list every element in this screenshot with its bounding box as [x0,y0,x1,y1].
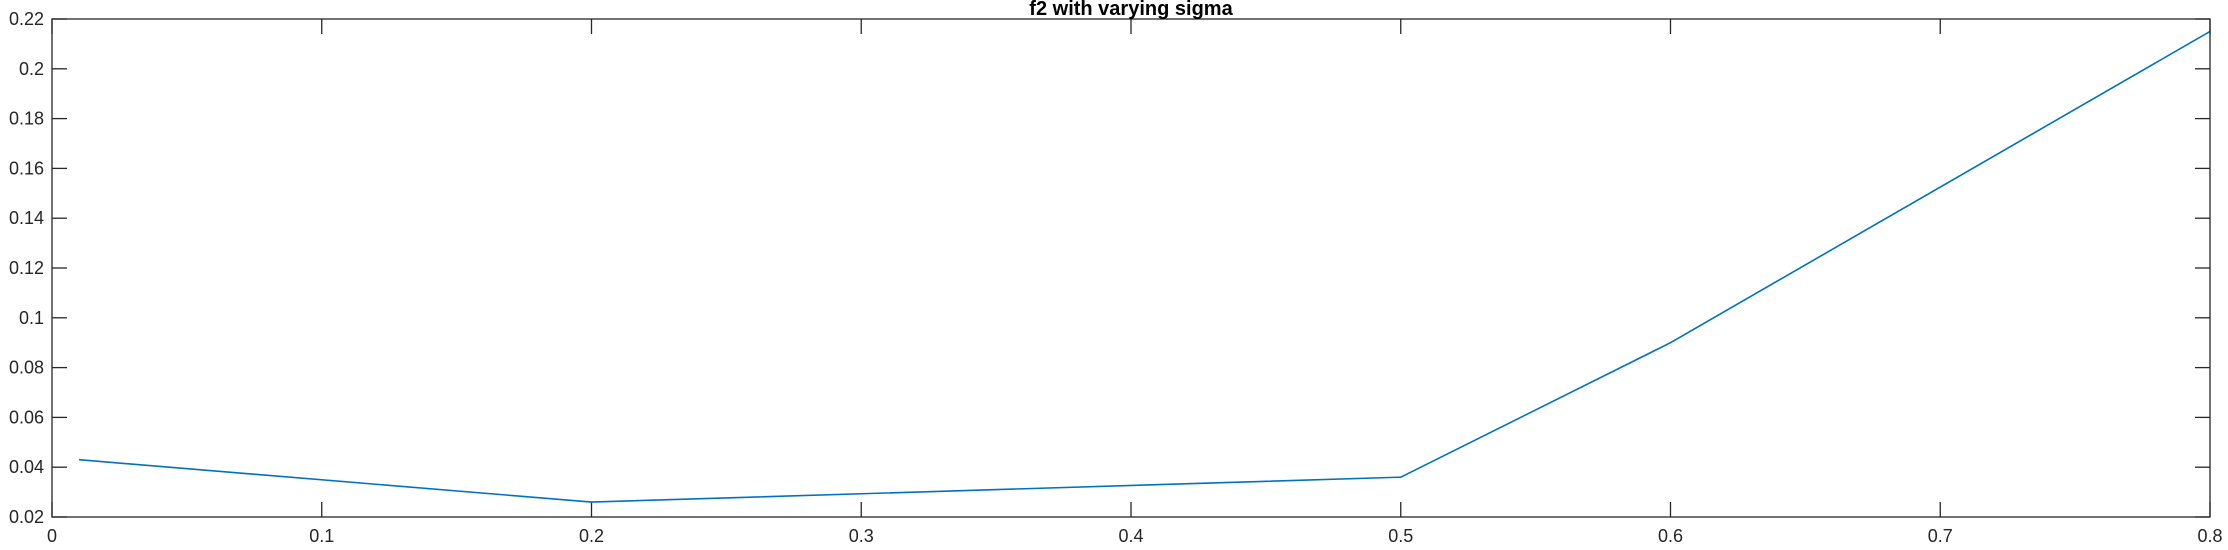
x-tick-label: 0.4 [1118,526,1143,546]
y-tick-label: 0.18 [9,109,44,129]
x-tick-label: 0.8 [2197,526,2222,546]
y-tick-label: 0.04 [9,457,44,477]
x-tick-label: 0.1 [309,526,334,546]
plot-area [52,19,2210,517]
y-tick-label: 0.1 [19,308,44,328]
x-tick-label: 0.3 [849,526,874,546]
x-tick-label: 0 [47,526,57,546]
axes-box [51,18,2211,518]
x-tick-label: 0.6 [1658,526,1683,546]
y-tick-label: 0.16 [9,158,44,178]
y-tick-label: 0.08 [9,358,44,378]
y-tick-label: 0.2 [19,59,44,79]
y-tick-label: 0.02 [9,507,44,527]
tick-labels-layer: 0 0.1 0.2 0.3 0.4 0.5 0.6 0.7 0.8 0.02 0.04 0.06 0.0… [9,9,2223,546]
y-tick-label: 0.14 [9,208,44,228]
x-tick-label: 0.2 [579,526,604,546]
x-tick-label: 0.7 [1928,526,1953,546]
y-tick-label: 0.12 [9,258,44,278]
series-layer [78,30,2211,503]
y-tick-label: 0.22 [9,9,44,29]
chart-title: f2 with varying sigma [1029,0,1233,20]
x-tick-label: 0.5 [1388,526,1413,546]
series-line [78,30,2211,503]
y-tick-label: 0.06 [9,407,44,427]
